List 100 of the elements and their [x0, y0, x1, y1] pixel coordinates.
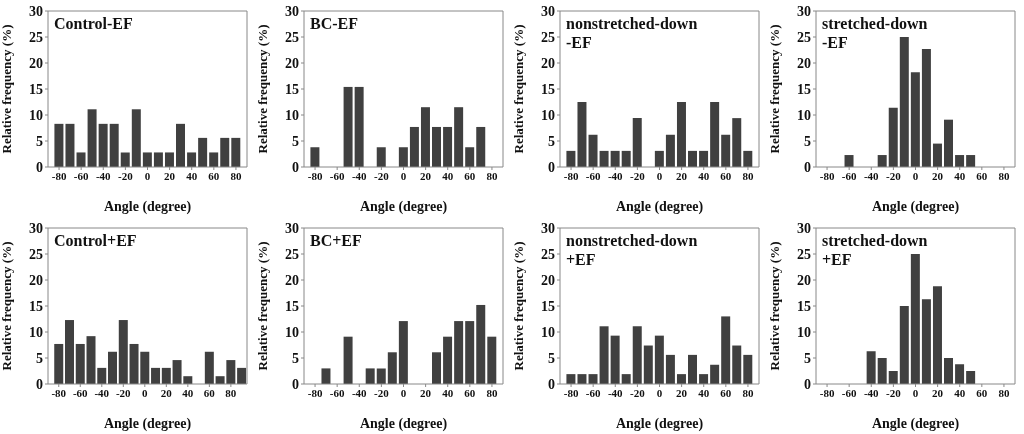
x-tick-label: 0: [144, 169, 151, 182]
y-tick-label: 15: [29, 81, 43, 97]
x-tick-label: 0: [142, 386, 149, 399]
y-tick-label: 25: [285, 29, 299, 45]
x-tick-label: -40: [863, 386, 880, 399]
x-tick-label: 0: [912, 169, 919, 182]
y-tick-label: 20: [29, 55, 43, 71]
x-tick-label: -40: [607, 386, 624, 399]
x-tick-label: -80: [51, 386, 67, 399]
x-tick-label: 80: [998, 169, 1010, 182]
y-tick-label: 15: [541, 298, 555, 314]
x-axis-title: Angle (degree): [615, 416, 704, 432]
x-tick-label: 80: [486, 169, 498, 182]
y-axis-title: Relative frequency (%): [254, 241, 270, 371]
x-tick-label: -20: [886, 386, 902, 399]
text: stretched-down -EF: [822, 14, 928, 52]
x-tick-label: -40: [607, 169, 624, 182]
x-tick-label: -60: [73, 169, 89, 182]
y-tick-label: 5: [804, 350, 811, 366]
x-tick-label: 40: [442, 169, 454, 182]
x-tick-label: 20: [676, 169, 688, 182]
y-tick-label: 15: [285, 298, 299, 314]
x-tick-label: -80: [307, 386, 323, 399]
x-tick-label: 60: [208, 169, 220, 182]
y-axis-title: Relative frequency (%): [254, 24, 270, 154]
text: nonstretched-down +EF: [566, 231, 698, 269]
x-axis-title: Angle (degree): [359, 199, 448, 215]
y-tick-label: 10: [29, 107, 43, 123]
x-tick-label: -20: [886, 169, 902, 182]
x-tick-label: 40: [442, 386, 454, 399]
y-tick-label: 20: [797, 272, 811, 288]
y-tick-label: 5: [548, 350, 555, 366]
x-axis-title: Angle (degree): [103, 199, 192, 215]
y-tick-label: 5: [292, 133, 299, 149]
y-tick-label: 20: [541, 55, 555, 71]
y-tick-label: 25: [29, 29, 43, 45]
x-axis-title: Angle (degree): [871, 199, 960, 215]
x-tick-label: 80: [486, 386, 498, 399]
y-tick-label: 5: [292, 350, 299, 366]
x-tick-label: 0: [400, 169, 407, 182]
chart-title: Control-EF: [54, 14, 133, 33]
y-tick-label: 25: [29, 246, 43, 262]
x-tick-label: -60: [329, 169, 345, 182]
x-tick-label: 80: [230, 169, 242, 182]
y-tick-label: 30: [29, 220, 43, 236]
x-tick-label: 60: [464, 386, 476, 399]
x-tick-label: -40: [94, 386, 110, 399]
y-tick-label: 20: [285, 272, 299, 288]
x-tick-label: 20: [164, 169, 176, 182]
y-tick-label: 30: [797, 220, 811, 236]
y-axis-title: Relative frequency (%): [766, 241, 782, 371]
y-axis-title: Relative frequency (%): [0, 241, 14, 371]
y-tick-label: 25: [285, 246, 299, 262]
x-tick-label: -80: [51, 169, 67, 182]
y-tick-label: 30: [285, 3, 299, 19]
x-tick-label: -80: [819, 169, 835, 182]
y-tick-label: 15: [541, 81, 555, 97]
y-tick-label: 10: [29, 324, 43, 340]
y-axis-title: Relative frequency (%): [0, 24, 14, 154]
chart-title: Control+EF: [54, 231, 137, 250]
x-tick-label: 20: [420, 386, 432, 399]
y-tick-label: 30: [541, 220, 555, 236]
x-tick-label: -20: [630, 169, 646, 182]
x-tick-label: -20: [374, 169, 390, 182]
x-tick-label: 80: [225, 386, 237, 399]
y-axis-title: Relative frequency (%): [510, 241, 526, 371]
x-tick-label: -80: [563, 386, 579, 399]
x-tick-label: 20: [160, 386, 173, 399]
y-tick-label: 10: [285, 107, 299, 123]
x-axis-title: Angle (degree): [615, 199, 704, 215]
x-tick-label: 40: [698, 169, 710, 182]
y-tick-label: 20: [541, 272, 555, 288]
x-tick-label: -20: [115, 386, 132, 399]
y-tick-label: 15: [29, 298, 43, 314]
x-tick-label: 80: [998, 386, 1010, 399]
x-tick-label: 0: [656, 169, 663, 182]
x-tick-label: 20: [676, 386, 688, 399]
y-tick-label: 20: [285, 55, 299, 71]
y-tick-label: 5: [36, 133, 43, 149]
x-tick-label: -80: [819, 386, 835, 399]
x-tick-label: -20: [630, 386, 646, 399]
x-tick-label: 40: [186, 169, 198, 182]
x-tick-label: -60: [585, 169, 601, 182]
y-tick-label: 30: [285, 220, 299, 236]
x-tick-label: -60: [329, 386, 345, 399]
x-tick-label: 80: [742, 386, 754, 399]
x-tick-label: 40: [954, 169, 966, 182]
x-tick-label: 20: [932, 169, 944, 182]
y-tick-label: 10: [541, 324, 555, 340]
x-tick-label: 0: [912, 386, 919, 399]
y-tick-label: 5: [548, 133, 555, 149]
x-tick-label: 60: [976, 169, 988, 182]
x-tick-label: -40: [863, 169, 880, 182]
x-tick-label: 60: [720, 169, 732, 182]
y-tick-label: 25: [541, 246, 555, 262]
text: nonstretched-down -EF: [566, 14, 698, 52]
x-axis-title: Angle (degree): [103, 416, 192, 432]
x-tick-label: -60: [72, 386, 89, 399]
y-tick-label: 15: [797, 81, 811, 97]
y-tick-label: 25: [797, 246, 811, 262]
